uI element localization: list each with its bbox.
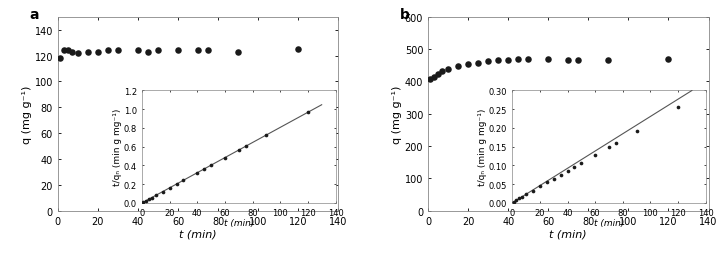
Point (192, 49, 204, 53)
Point (92, 51, 103, 55)
Point (72, 52, 84, 56)
Point (436, 70, 448, 74)
Point (172, 49, 184, 53)
X-axis label: t (min): t (min) (549, 228, 587, 238)
Point (482, 60, 494, 64)
Point (66, 51, 77, 55)
Point (442, 67, 454, 71)
Point (58, 49, 69, 53)
Text: b: b (400, 8, 410, 22)
Text: a: a (30, 8, 39, 22)
Point (462, 63, 474, 67)
Point (502, 58, 514, 62)
Point (232, 51, 244, 55)
Point (602, 58, 614, 62)
Y-axis label: q (mg g⁻¹): q (mg g⁻¹) (22, 85, 32, 143)
Point (492, 59, 504, 63)
Point (432, 73, 444, 77)
Point (112, 49, 124, 53)
X-axis label: t (min): t (min) (179, 228, 217, 238)
Point (453, 65, 464, 69)
Point (202, 49, 214, 53)
Point (513, 58, 524, 62)
Point (428, 75, 440, 79)
Point (82, 51, 94, 55)
Point (562, 58, 574, 62)
Point (293, 48, 304, 52)
Point (102, 49, 114, 53)
Point (132, 49, 144, 53)
Point (573, 59, 584, 63)
Y-axis label: q (mg g⁻¹): q (mg g⁻¹) (392, 85, 402, 143)
Point (663, 58, 675, 62)
Point (472, 62, 484, 66)
Point (542, 58, 554, 62)
Point (153, 49, 164, 53)
Point (54, 57, 66, 61)
Point (523, 58, 534, 62)
Point (62, 49, 74, 53)
Point (142, 51, 154, 55)
Point (424, 77, 436, 82)
